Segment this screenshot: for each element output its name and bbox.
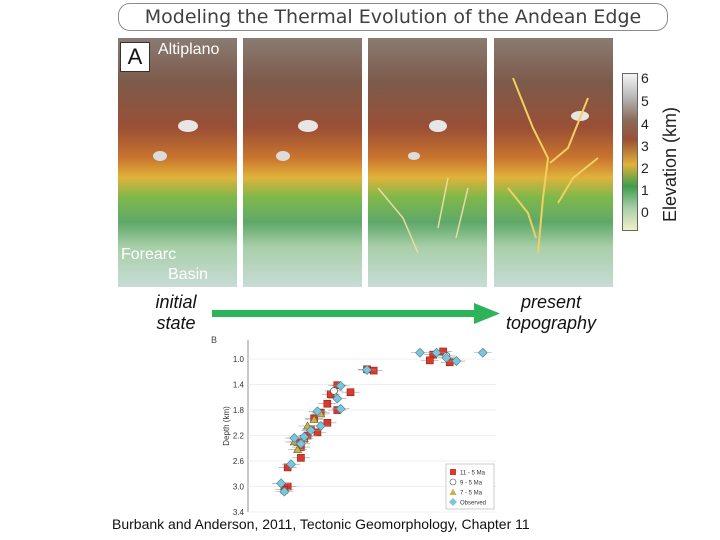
data-point [309,415,319,423]
legend-swatch [449,478,457,486]
initial-text: initial [155,292,197,312]
data-point [451,356,462,366]
terrain-models [118,38,613,287]
legend-tick: 6 [641,70,649,86]
data-point [335,380,346,391]
y-tick-label: 3.4 [233,508,245,516]
age-depth-chart: B 1.0 1.4 1.8 2.2 2.6 3.0 3.4 Depth (km) 11 - 5… [208,332,500,516]
panel-letter-b: B [211,335,217,345]
forearc-label: Forearc [121,246,177,263]
data-point [415,347,425,358]
data-point [286,459,296,470]
legend-label: Observed [460,501,486,507]
data-point [323,419,332,427]
data-point [299,431,310,442]
peak [429,120,447,132]
legend-label: 11 - 5 Ma [460,471,486,477]
data-point [276,478,286,489]
peak [408,152,420,160]
legend-title: Elevation (km) [660,106,680,222]
present-text: present [520,292,582,312]
present-topography-label: present topography [496,292,606,334]
incision-channels [507,77,599,254]
legend-label: 9 - 5 Ma [460,481,483,487]
model-frame-2 [243,38,362,287]
legend-swatch [450,469,456,475]
data-point [305,425,316,436]
chart-marks [272,347,492,497]
legend-tick: 5 [641,93,649,109]
data-point [330,387,338,395]
arrow-shaft [212,310,474,317]
legend-tick: 1 [641,182,649,198]
y-tick-label: 2.2 [233,432,245,441]
data-point [346,388,355,397]
state-text: state [156,313,196,333]
chart-legend: 11 - 5 Ma 9 - 5 Ma 7 - 5 Ma Observed [445,463,495,510]
data-point [332,393,343,404]
data-point [313,428,322,437]
peak [276,151,290,161]
data-point [297,454,305,462]
topography-panel: A Altiplano Forearc Basin [118,38,613,287]
model-frame-4 [494,38,613,287]
elevation-colorbar [622,73,638,231]
y-tick-label: 3.0 [233,483,245,492]
legend-tick: 2 [641,160,649,176]
legend-swatch [449,498,457,506]
data-point [312,406,323,417]
legend-label: 7 - 5 Ma [460,491,483,497]
data-point [315,421,326,431]
peak [153,151,167,161]
data-point [295,438,306,449]
data-point [441,352,452,363]
basin-label: Basin [168,266,209,283]
y-tick-label: 1.8 [233,406,245,415]
data-point [323,399,332,408]
data-point [279,486,290,497]
data-point [477,347,488,358]
slide-title: Modeling the Thermal Evolution of the An… [118,3,668,31]
incision-channels [377,177,469,254]
arrow-head [474,303,500,324]
legend-tick: 0 [641,204,649,220]
data-point [431,347,442,358]
legend-tick: 3 [641,138,649,154]
citation-caption: Burbank and Anderson, 2011, Tectonic Geo… [112,516,530,532]
time-arrow [212,303,500,324]
y-axis-label: Depth (km) [222,406,231,446]
y-tick-label: 2.6 [233,457,245,466]
data-point [335,403,346,414]
legend-swatch [449,488,457,495]
chart-axes: 1.0 1.4 1.8 2.2 2.6 3.0 3.4 Depth (km) [222,340,496,516]
data-point [293,444,303,453]
y-tick-label: 1.4 [233,381,245,390]
data-point [362,365,372,375]
model-frame-3 [368,38,487,287]
legend-tick: 4 [641,116,649,132]
y-tick-label: 1.0 [233,355,245,364]
topography-text: topography [505,313,597,333]
peak [178,120,198,132]
data-point [426,356,434,365]
data-point [289,433,300,444]
panel-letter-a: A [120,42,150,72]
model-frame-1 [118,38,237,287]
initial-state-label: initial state [148,292,204,334]
peak [298,120,318,132]
altiplano-label: Altiplano [158,41,220,58]
